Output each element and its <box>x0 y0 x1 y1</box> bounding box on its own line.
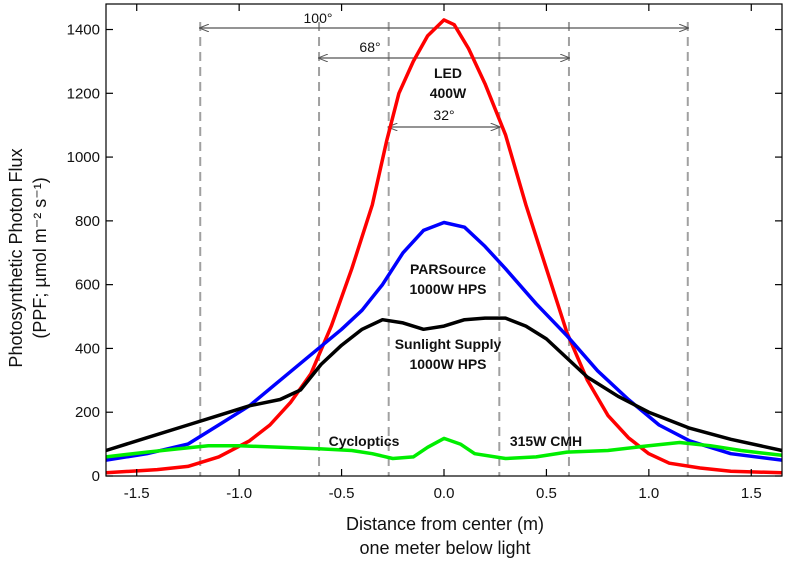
x-axis-title: Distance from center (m) <box>346 514 544 534</box>
led-label-line2: 400W <box>430 85 467 101</box>
y-tick-label: 800 <box>75 213 100 230</box>
x-tick-label: 0.5 <box>536 485 557 502</box>
y-tick-label: 0 <box>92 468 100 485</box>
x-tick-label: 1.0 <box>638 485 659 502</box>
led-label-line1: LED <box>434 65 462 81</box>
y-tick-label: 1400 <box>67 22 100 39</box>
cycloptics-label: Cycloptics <box>329 433 400 449</box>
parsource-label-line1: PARSource <box>410 261 486 277</box>
y-tick-label: 600 <box>75 277 100 294</box>
x-tick-label: -1.0 <box>226 485 252 502</box>
y-axis-title-line1: Photosynthetic Photon Flux <box>6 148 26 367</box>
x-tick-label: 0.0 <box>434 485 455 502</box>
cmh-label: 315W CMH <box>510 433 582 449</box>
y-tick-label: 1000 <box>67 149 100 166</box>
y-tick-label: 400 <box>75 340 100 357</box>
angle-arrows <box>200 28 688 127</box>
y-axis: 0 200 400 600 800 1000 1200 1400 <box>67 22 782 485</box>
x-tick-label: -1.5 <box>124 485 150 502</box>
angle-label-100: 100° <box>304 10 333 26</box>
sunlight-label-line1: Sunlight Supply <box>395 336 502 352</box>
x-axis-subtitle: one meter below light <box>359 538 530 558</box>
parsource-label-line2: 1000W HPS <box>409 281 486 297</box>
series-line-led <box>105 18 783 475</box>
guide-lines <box>199 22 689 476</box>
angle-label-32: 32° <box>433 107 454 123</box>
x-tick-label: 1.5 <box>741 485 762 502</box>
x-axis: -1.5 -1.0 -0.5 0.0 0.5 1.0 1.5 <box>124 4 762 502</box>
y-tick-label: 1200 <box>67 85 100 102</box>
series-layer <box>105 18 783 475</box>
sunlight-label-line2: 1000W HPS <box>409 356 486 372</box>
y-tick-label: 200 <box>75 404 100 421</box>
angle-label-68: 68° <box>359 39 380 55</box>
series-line-sunlight <box>105 316 783 453</box>
series-line-cycloptics <box>105 436 783 461</box>
x-tick-label: -0.5 <box>329 485 355 502</box>
y-axis-title-line2: (PPF; µmol m⁻² s⁻¹) <box>30 177 50 338</box>
